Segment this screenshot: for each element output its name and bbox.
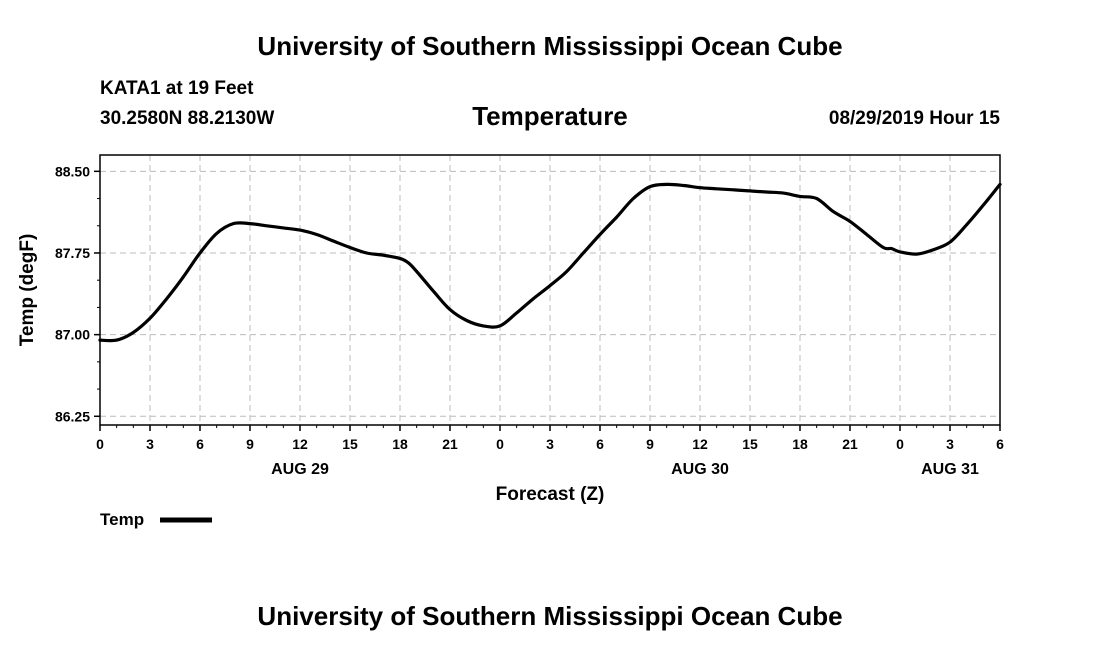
x-tick-label: 6 xyxy=(196,436,204,452)
temp-series-line xyxy=(98,182,1002,343)
date-label: AUG 31 xyxy=(921,461,979,478)
y-tick-label: 86.25 xyxy=(55,408,90,424)
x-tick-label: 12 xyxy=(292,436,308,452)
x-tick-label: 18 xyxy=(792,436,808,452)
y-tick-label: 88.50 xyxy=(55,163,90,179)
y-axis-label: Temp (degF) xyxy=(17,234,38,347)
station-label: KATA1 at 19 Feet xyxy=(100,78,254,99)
station-coords: 30.2580N 88.2130W xyxy=(100,108,274,129)
y-axis: 86.25 87.00 87.75 88.50 xyxy=(55,163,100,424)
y-tick-label: 87.75 xyxy=(55,245,90,261)
x-tick-label: 15 xyxy=(742,436,758,452)
x-tick-label: 3 xyxy=(946,436,954,452)
x-tick-label: 0 xyxy=(496,436,504,452)
x-tick-label: 21 xyxy=(842,436,858,452)
x-tick-label: 3 xyxy=(146,436,154,452)
x-tick-label: 3 xyxy=(546,436,554,452)
date-labels: AUG 29 AUG 30 AUG 31 xyxy=(271,461,979,478)
legend-label: Temp xyxy=(100,510,144,529)
forecast-datetime: 08/29/2019 Hour 15 xyxy=(829,108,1001,129)
x-axis-label: Forecast (Z) xyxy=(496,484,605,505)
x-tick-label: 6 xyxy=(596,436,604,452)
page-title: University of Southern Mississippi Ocean… xyxy=(257,31,842,61)
x-tick-label: 6 xyxy=(996,436,1004,452)
x-tick-label: 21 xyxy=(442,436,458,452)
x-axis: 0 3 6 9 12 15 18 21 0 3 6 9 12 15 18 21 0 3 6 xyxy=(96,425,1004,452)
chart-title: Temperature xyxy=(472,101,628,131)
date-label: AUG 30 xyxy=(671,461,729,478)
series-group xyxy=(98,182,1002,343)
x-tick-label: 15 xyxy=(342,436,358,452)
date-label: AUG 29 xyxy=(271,461,329,478)
x-tick-label: 0 xyxy=(896,436,904,452)
x-tick-label: 18 xyxy=(392,436,408,452)
grid-lines xyxy=(100,155,1000,425)
x-tick-label: 0 xyxy=(96,436,104,452)
x-tick-label: 12 xyxy=(692,436,708,452)
x-tick-label: 9 xyxy=(246,436,254,452)
y-tick-label: 87.00 xyxy=(55,327,90,343)
footer-title: University of Southern Mississippi Ocean… xyxy=(257,601,842,631)
x-tick-label: 9 xyxy=(646,436,654,452)
